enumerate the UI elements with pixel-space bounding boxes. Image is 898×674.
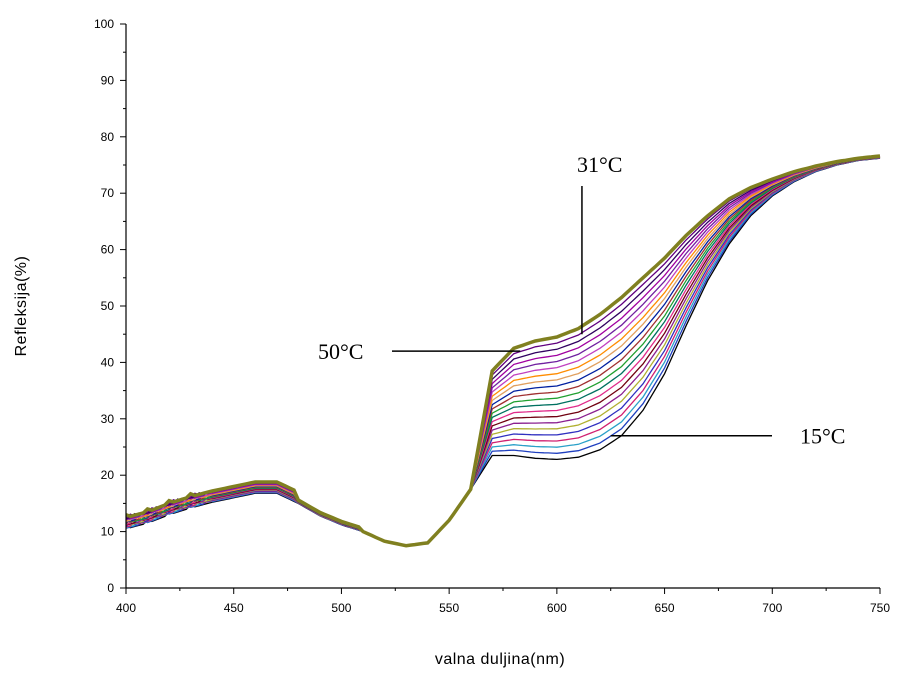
axes-layer: 0 10 20 30 40 50 60 70 80 90 100 400 450 500 550 600 650… [94, 17, 890, 615]
y-tick-label: 70 [101, 186, 115, 200]
x-tick-label: 600 [547, 601, 567, 615]
annotation-label-50c: 50°C [318, 339, 363, 364]
annotation-layer: 50°C 31°C 15°C [318, 152, 845, 449]
x-tick-label: 700 [762, 601, 782, 615]
x-tick-label: 450 [224, 601, 244, 615]
x-tick-label: 650 [655, 601, 675, 615]
x-tick-label: 750 [870, 601, 890, 615]
x-tick-label: 550 [439, 601, 459, 615]
annotation-label-31c: 31°C [577, 152, 622, 177]
annotation-label-15c: 15°C [800, 424, 845, 449]
y-tick-label: 30 [101, 412, 115, 426]
series-layer [125, 154, 881, 548]
x-axis-title: valna duljina(nm) [435, 651, 565, 668]
y-tick-label: 10 [101, 525, 115, 539]
y-tick-label: 20 [101, 468, 115, 482]
y-tick-label: 60 [101, 243, 115, 257]
x-tick-label: 500 [331, 601, 351, 615]
y-tick-label: 0 [107, 581, 114, 595]
y-axis-title: Refleksija(%) [13, 256, 30, 357]
y-tick-label: 80 [101, 130, 115, 144]
y-tick-label: 90 [101, 73, 115, 87]
y-tick-label: 40 [101, 355, 115, 369]
series-line-21 [125, 154, 881, 548]
y-tick-label: 100 [94, 17, 114, 31]
x-tick-label: 400 [116, 601, 136, 615]
y-tick-label: 50 [101, 299, 115, 313]
